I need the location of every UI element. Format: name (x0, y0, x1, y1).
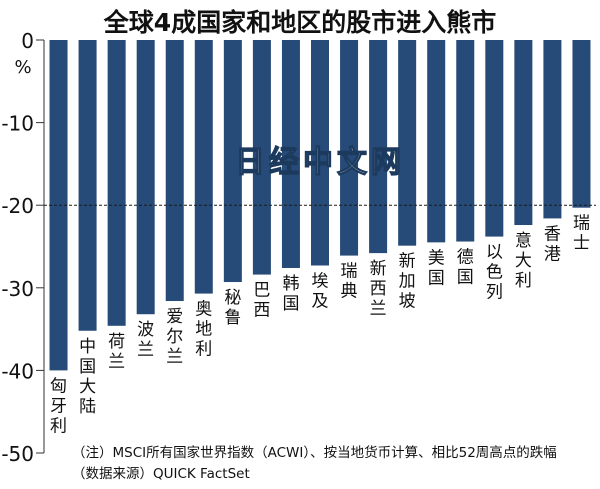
category-label: 匈牙利 (50, 376, 67, 436)
bar (340, 40, 359, 256)
bar (427, 40, 446, 243)
category-label: 巴西 (253, 281, 270, 321)
bar (136, 40, 155, 315)
chart-title: 全球4成国家和地区的股市进入熊市 (103, 8, 496, 37)
category-label: 香港 (544, 224, 561, 264)
bar (281, 40, 300, 268)
bar (572, 40, 591, 208)
category-label: 爱尔兰 (166, 307, 183, 367)
category-label: 美国 (428, 248, 445, 288)
category-label: 奥地利 (195, 300, 212, 360)
watermark-text: 日经中文网 (235, 145, 405, 180)
bars-layer (49, 40, 591, 371)
category-label: 荷兰 (108, 332, 125, 372)
category-label: 韩国 (282, 274, 299, 314)
category-label: 新加坡 (399, 252, 416, 312)
bar (543, 40, 562, 219)
bar (456, 40, 475, 242)
footnote-source: （数据来源）QUICK FactSet (72, 466, 250, 482)
category-label: 以色列 (486, 243, 503, 303)
bar (398, 40, 417, 246)
bar (369, 40, 388, 254)
y-tick-label: 0 (21, 29, 34, 53)
bar (194, 40, 213, 294)
bar (165, 40, 184, 302)
y-axis: 0 -10 -20 -30 -40 -50% (1, 29, 45, 466)
y-tick-label: -20 (1, 194, 34, 218)
y-axis-unit: % (14, 57, 31, 78)
bar (49, 40, 68, 371)
bar (514, 40, 533, 226)
category-label: 秘鲁 (224, 288, 241, 328)
category-label: 瑞士 (573, 214, 590, 254)
y-tick-label: -50 (1, 442, 34, 466)
y-tick-label: -40 (1, 359, 34, 383)
y-tick-label: -10 (1, 112, 34, 136)
category-label: 意大利 (515, 231, 532, 291)
bar (485, 40, 504, 237)
y-tick-label: -30 (1, 277, 34, 301)
bar (223, 40, 242, 283)
category-label: 波兰 (137, 320, 154, 360)
category-labels: 匈牙利中国大陆荷兰波兰爱尔兰奥地利秘鲁巴西韩国埃及瑞典新西兰新加坡美国德国以色列… (50, 214, 590, 437)
category-label: 埃及 (312, 271, 329, 311)
bar (107, 40, 126, 326)
category-label: 新西兰 (370, 259, 387, 319)
category-label: 德国 (457, 248, 474, 288)
category-label: 瑞典 (341, 262, 358, 302)
category-label: 中国大陆 (79, 337, 96, 417)
bar (252, 40, 271, 275)
bar (78, 40, 97, 331)
bar (310, 40, 329, 266)
footnote-definition: （注）MSCI所有国家世界指数（ACWI）、按当地货币计算、相比52周高点的跌幅 (72, 444, 557, 461)
